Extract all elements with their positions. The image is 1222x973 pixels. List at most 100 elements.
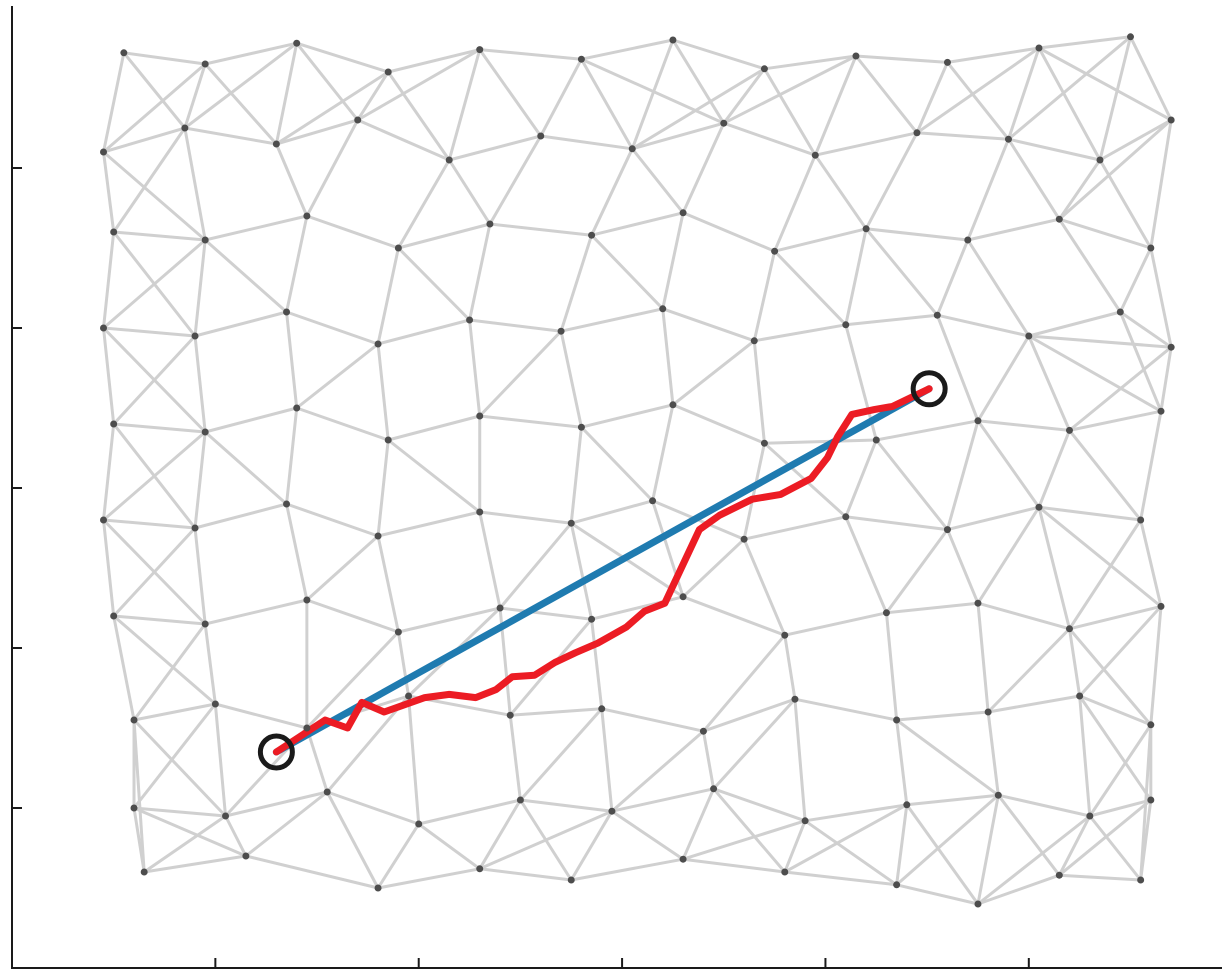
node	[415, 820, 423, 828]
edge	[569, 427, 583, 524]
node	[384, 436, 392, 444]
edge	[651, 404, 675, 502]
edge	[845, 515, 948, 532]
edge	[275, 118, 359, 146]
edge	[895, 718, 1000, 797]
edge	[1078, 695, 1153, 801]
edge	[977, 419, 1070, 432]
edge	[844, 228, 868, 326]
node	[1055, 871, 1063, 879]
edge	[203, 623, 217, 705]
node	[100, 324, 108, 332]
node	[130, 804, 138, 812]
edge	[112, 615, 136, 721]
edge	[306, 598, 399, 634]
edge	[631, 67, 766, 151]
edge	[581, 38, 674, 61]
edge	[977, 601, 1070, 631]
edge	[447, 159, 492, 225]
node	[984, 708, 992, 716]
edge	[1078, 605, 1163, 698]
edge	[976, 506, 1041, 605]
node	[384, 68, 392, 76]
node	[394, 628, 402, 636]
edge	[682, 538, 746, 598]
edge	[306, 214, 399, 250]
edge	[225, 790, 328, 818]
nodes	[100, 33, 1175, 908]
edge	[611, 787, 714, 813]
node	[1065, 426, 1073, 434]
edge	[570, 857, 684, 882]
edge	[876, 419, 979, 442]
edge	[296, 406, 389, 442]
edge	[915, 61, 949, 134]
edge	[864, 227, 939, 317]
node	[191, 524, 199, 532]
edge	[804, 819, 898, 887]
edge	[1118, 311, 1163, 412]
edge	[132, 718, 227, 818]
edge	[143, 814, 227, 874]
paths	[257, 370, 948, 771]
edge	[1007, 35, 1132, 141]
edge	[784, 803, 908, 874]
edge	[510, 707, 602, 717]
node	[1035, 503, 1043, 511]
edge	[855, 54, 948, 64]
edge	[682, 819, 806, 861]
edge	[132, 703, 217, 809]
edge	[977, 814, 1091, 906]
edge	[814, 131, 918, 157]
edge	[183, 63, 207, 129]
edge	[102, 62, 207, 154]
edge	[489, 222, 592, 237]
edge	[398, 606, 501, 634]
edge	[376, 247, 400, 345]
edge	[1058, 798, 1152, 877]
node	[862, 225, 870, 233]
edge	[133, 806, 247, 858]
edge	[681, 788, 715, 860]
edge	[274, 143, 309, 217]
edge	[854, 55, 919, 134]
edge	[1008, 137, 1101, 162]
node	[506, 711, 514, 719]
edge	[1007, 138, 1061, 221]
edge	[468, 223, 492, 321]
node	[801, 817, 809, 825]
edge	[935, 314, 980, 422]
node	[679, 209, 687, 217]
edge	[193, 239, 207, 337]
edge	[1028, 310, 1121, 338]
edge	[701, 730, 716, 790]
node	[466, 316, 474, 324]
edge	[478, 511, 502, 609]
edge	[275, 70, 390, 146]
edge	[285, 215, 309, 313]
edge	[763, 68, 817, 156]
edge	[864, 132, 919, 230]
edge	[102, 151, 116, 233]
edge	[194, 502, 287, 530]
edge	[387, 48, 481, 74]
edge	[102, 423, 116, 521]
node	[852, 52, 860, 60]
edge	[398, 222, 491, 250]
edge	[935, 239, 970, 316]
edge	[407, 695, 421, 825]
edge	[630, 39, 675, 150]
edge	[752, 340, 766, 444]
edge	[723, 121, 816, 157]
edge	[570, 499, 653, 525]
edge	[1099, 118, 1172, 162]
node	[974, 417, 982, 425]
node	[577, 55, 585, 63]
edge	[479, 48, 582, 61]
edge	[508, 715, 522, 801]
node	[476, 412, 484, 420]
edge	[377, 318, 470, 346]
node	[893, 881, 901, 889]
edge	[376, 823, 420, 889]
node	[913, 129, 921, 137]
